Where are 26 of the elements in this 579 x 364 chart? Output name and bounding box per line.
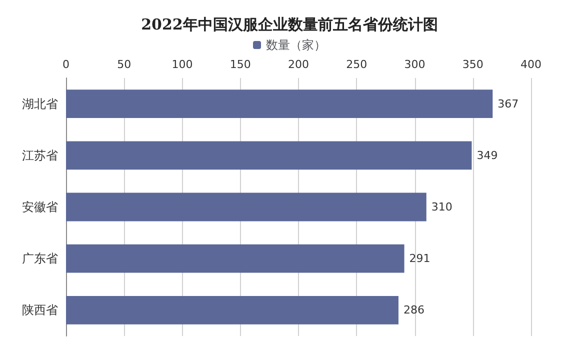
data-label: 349 [476,148,498,162]
bar [66,296,398,324]
x-tick-label: 50 [117,58,132,71]
x-tick-label: 0 [62,58,70,71]
bar [66,141,472,170]
x-tick-label: 400 [520,58,542,71]
bar [66,244,404,273]
x-tick-label: 100 [172,58,193,71]
x-tick-label: 150 [230,58,251,71]
chart-title: 2022年中国汉服企业数量前五名省份统计图 [141,16,438,34]
x-tick-label: 250 [346,58,368,71]
data-label: 286 [403,304,424,317]
y-tick-label: 湖北省 [22,96,58,111]
bar [66,90,493,118]
data-label: 291 [409,252,430,266]
data-label: 310 [431,200,452,214]
y-tick-label: 江苏省 [22,148,58,162]
legend-label: 数量（家） [266,38,326,52]
y-tick-label: 广东省 [22,252,58,266]
x-tick-label: 300 [404,58,426,71]
x-tick-label: 200 [288,58,309,71]
data-label: 367 [498,97,519,110]
bar [66,192,426,222]
x-tick-label: 350 [462,58,484,71]
y-tick-label: 陕西省 [22,303,58,318]
y-tick-label: 安徽省 [22,200,58,214]
